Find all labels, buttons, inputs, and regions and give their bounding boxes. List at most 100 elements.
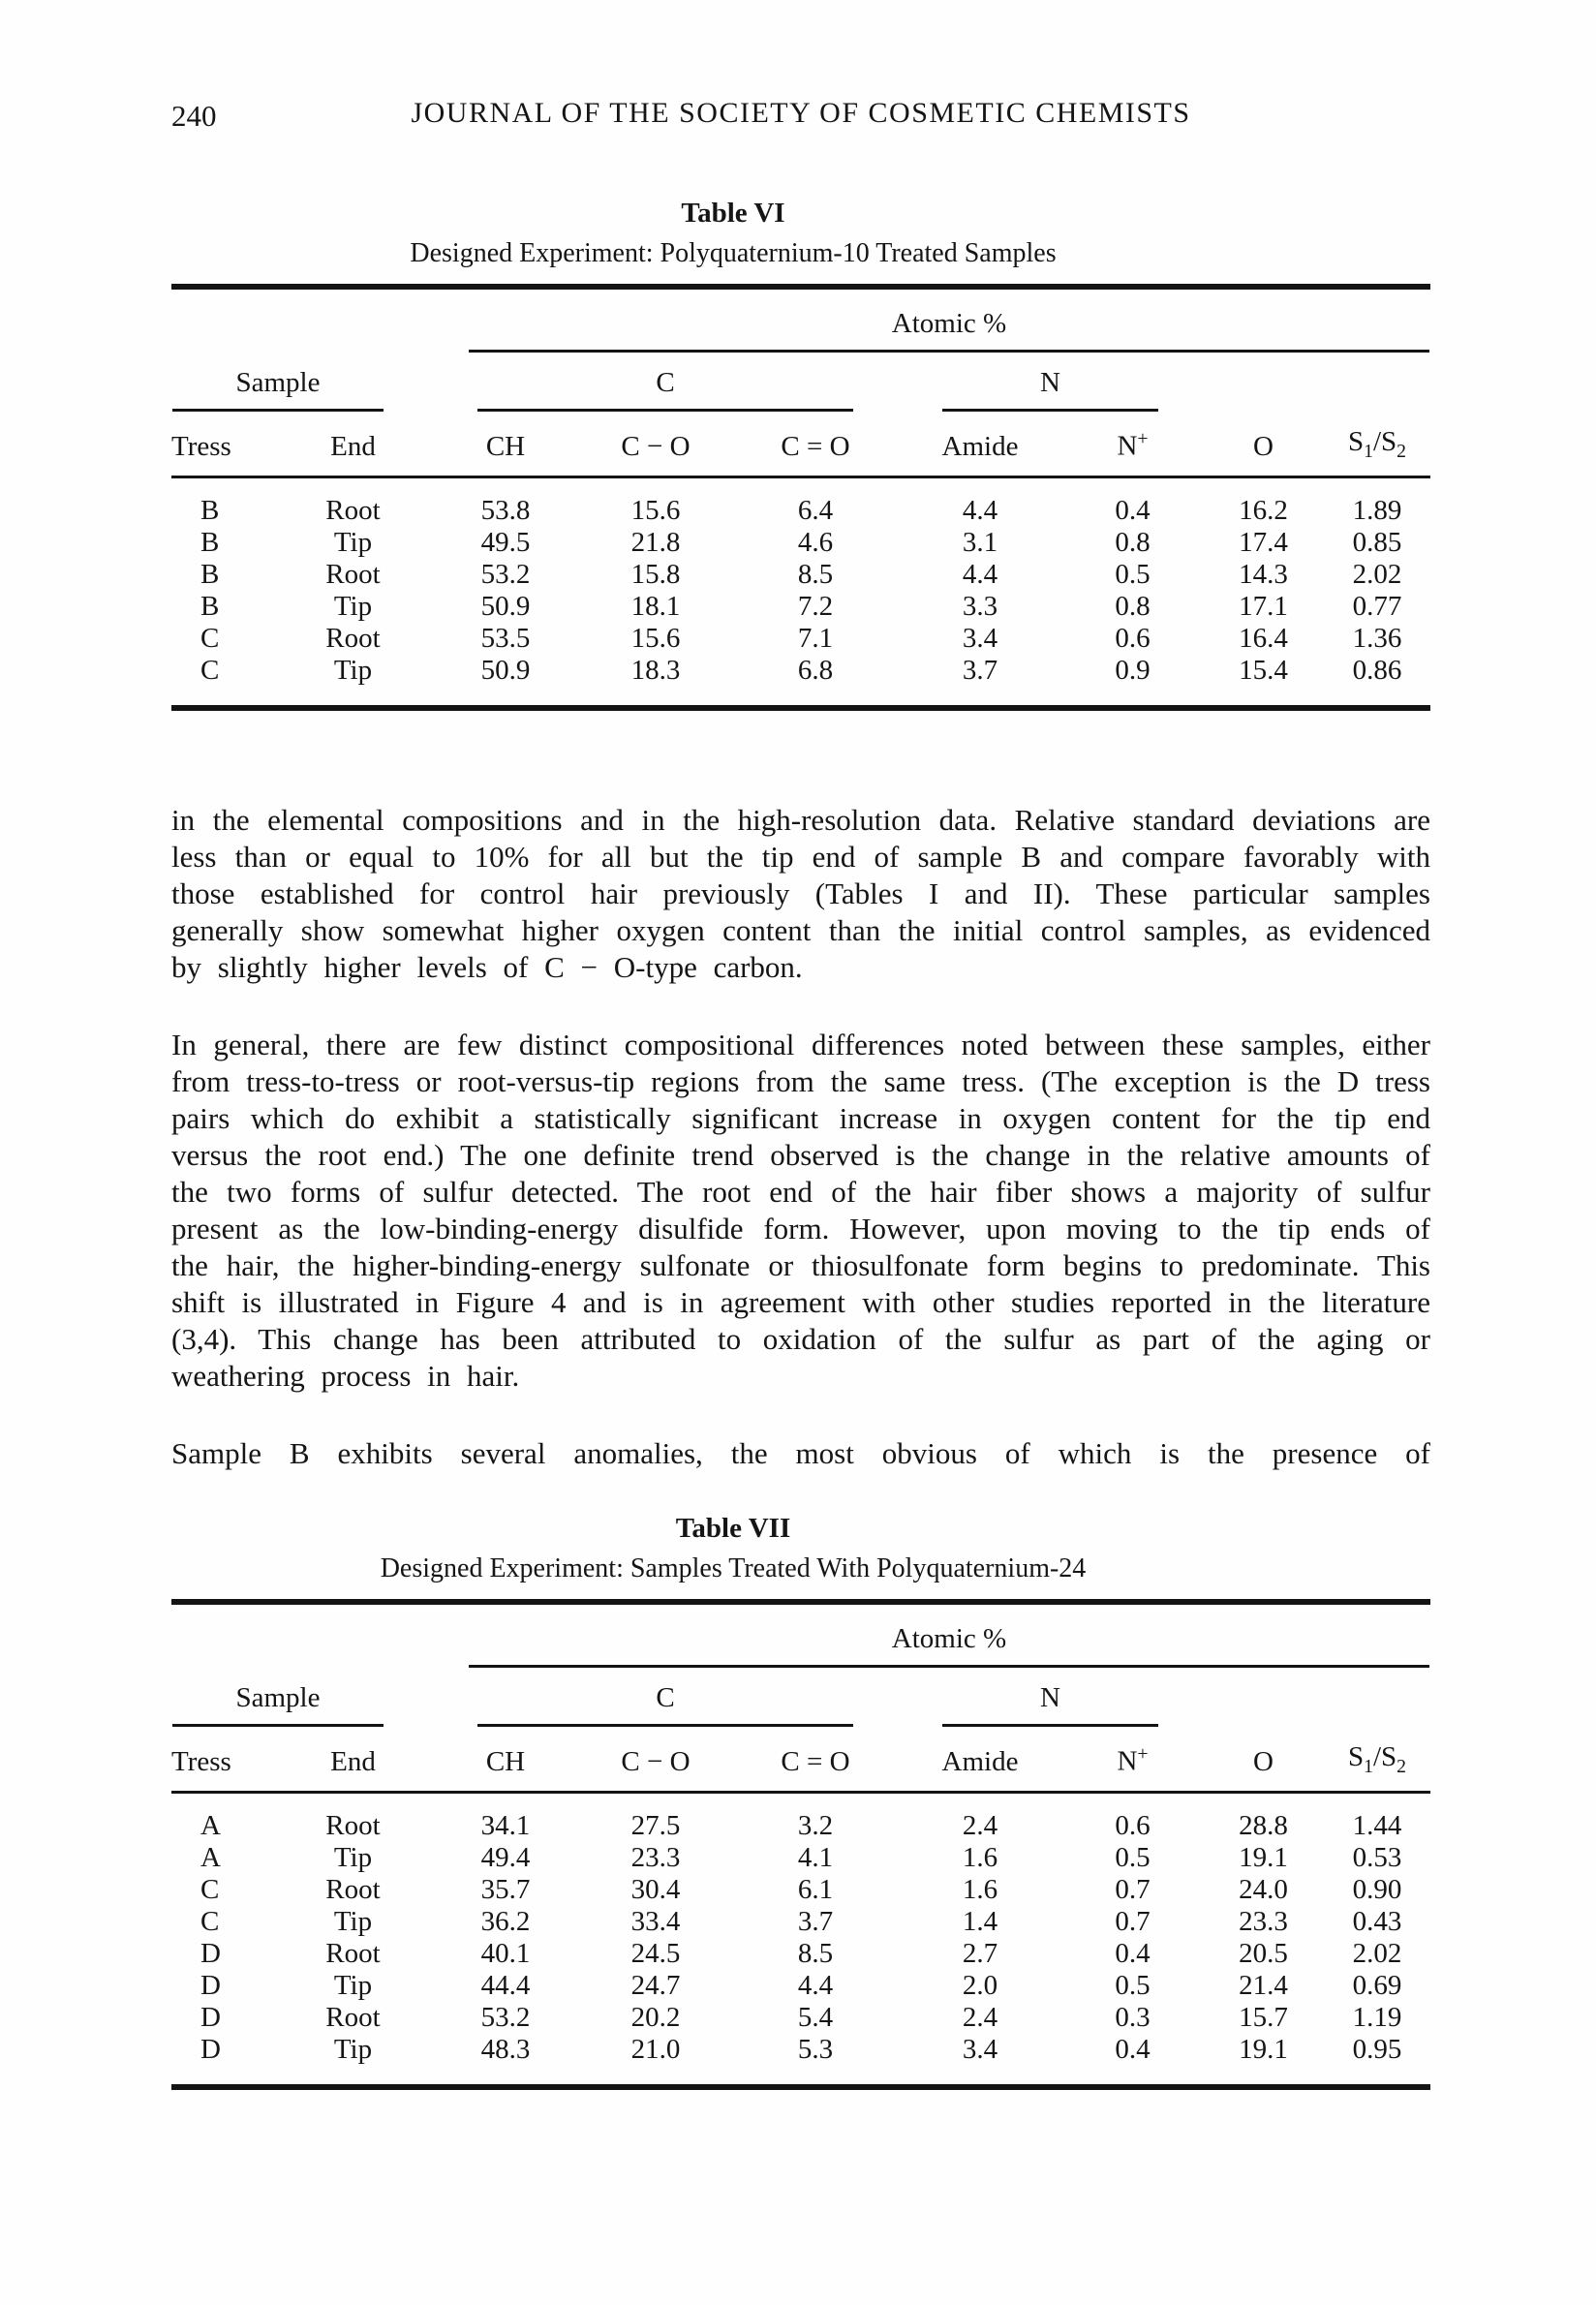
cell: 17.4: [1239, 526, 1288, 558]
table-vii-heading: Table VII Designed Experiment: Samples T…: [171, 1513, 1430, 1584]
group-sample: Sample: [172, 1670, 384, 1727]
col-ch: CH: [433, 413, 578, 478]
cell: 0.43: [1352, 1905, 1402, 1937]
cell: 5.4: [797, 2001, 834, 2033]
group-nitrogen: N: [942, 1670, 1158, 1727]
col-n-plus: N+: [1062, 1727, 1203, 1794]
cell: 15.6: [630, 494, 681, 526]
table-row: C Tip 36.2 33.4 3.7 1.4 0.7 23.3 0.43: [171, 1906, 1430, 1938]
cell: B: [200, 590, 220, 622]
table-vi-subtitle: Designed Experiment: Polyquaternium-10 T…: [410, 238, 1057, 268]
cell: 18.3: [630, 654, 681, 686]
col-end: End: [273, 1727, 433, 1794]
atomic-percent-label: Atomic %: [469, 291, 1429, 353]
cell: 21.0: [630, 2033, 681, 2065]
cell: 3.7: [797, 1905, 834, 1937]
table-vi: Atomic % Sample C N Tress End CH C − O C…: [171, 284, 1430, 711]
cell: 34.1: [480, 1809, 531, 1841]
group-sample: Sample: [172, 354, 384, 412]
cell: C: [200, 622, 220, 654]
cell: 8.5: [797, 1937, 834, 1969]
cell: 3.7: [962, 654, 998, 686]
cell: 0.85: [1352, 526, 1402, 558]
col-amide: Amide: [898, 413, 1062, 478]
cell: 0.8: [1115, 526, 1151, 558]
group-header-row: Sample C N: [171, 353, 1430, 413]
group-carbon: C: [477, 1670, 853, 1727]
cell: 19.1: [1239, 1841, 1288, 1873]
cell: 28.8: [1239, 1809, 1288, 1841]
paragraph: In general, there are few distinct compo…: [171, 1027, 1430, 1393]
cell: 24.7: [630, 1969, 681, 2001]
table-vii-subtitle: Designed Experiment: Samples Treated Wit…: [380, 1552, 1087, 1583]
cell: Tip: [333, 526, 373, 558]
group-header-row: Sample C N: [171, 1669, 1430, 1728]
table-row: D Root 53.2 20.2 5.4 2.4 0.3 15.7 1.19: [171, 2002, 1430, 2034]
cell: 0.53: [1352, 1841, 1402, 1873]
cell: Tip: [333, 1841, 373, 1873]
cell: 0.4: [1115, 494, 1151, 526]
cell: 0.6: [1115, 622, 1151, 654]
cell: Tip: [333, 2033, 373, 2065]
cell: 6.8: [797, 654, 834, 686]
cell: 6.4: [797, 494, 834, 526]
cell: 24.0: [1239, 1873, 1288, 1905]
table-row: A Tip 49.4 23.3 4.1 1.6 0.5 19.1 0.53: [171, 1842, 1430, 1874]
cell: 40.1: [480, 1937, 531, 1969]
cell: 7.1: [797, 622, 834, 654]
cell: 1.44: [1352, 1809, 1402, 1841]
cell: 30.4: [630, 1873, 681, 1905]
table-row: B Root 53.8 15.6 6.4 4.4 0.4 16.2 1.89: [171, 476, 1430, 527]
cell: 0.77: [1352, 590, 1402, 622]
cell: 21.4: [1239, 1969, 1288, 2001]
cell: 3.4: [962, 622, 998, 654]
col-o: O: [1203, 413, 1324, 478]
cell: 4.4: [962, 558, 998, 590]
cell: 0.95: [1352, 2033, 1402, 2065]
cell: 1.6: [962, 1841, 998, 1873]
cell: 0.4: [1115, 1937, 1151, 1969]
col-ch: CH: [433, 1727, 578, 1794]
cell: 1.36: [1352, 622, 1402, 654]
cell: 1.4: [962, 1905, 998, 1937]
paragraph: Sample B exhibits several anomalies, the…: [171, 1435, 1430, 1470]
cell: B: [200, 494, 220, 526]
table-row: C Root 53.5 15.6 7.1 3.4 0.6 16.4 1.36: [171, 623, 1430, 655]
cell: 18.1: [630, 590, 681, 622]
cell: 0.8: [1115, 590, 1151, 622]
cell: Root: [325, 2001, 381, 2033]
col-amide: Amide: [898, 1727, 1062, 1794]
cell: 0.86: [1352, 654, 1402, 686]
cell: 4.4: [797, 1969, 834, 2001]
cell: 53.5: [480, 622, 531, 654]
cell: Tip: [333, 590, 373, 622]
cell: 1.19: [1352, 2001, 1402, 2033]
table-row: D Tip 44.4 24.7 4.4 2.0 0.5 21.4 0.69: [171, 1970, 1430, 2002]
cell: 44.4: [480, 1969, 531, 2001]
cell: 20.5: [1239, 1937, 1288, 1969]
running-head: 240 JOURNAL OF THE SOCIETY OF COSMETIC C…: [171, 97, 1430, 138]
table-vii: Atomic % Sample C N Tress End CH C − O C…: [171, 1598, 1430, 2090]
cell: 33.4: [630, 1905, 681, 1937]
cell: 5.3: [797, 2033, 834, 2065]
cell: 0.6: [1115, 1809, 1151, 1841]
table-vii-title: Table VII: [675, 1512, 791, 1544]
col-c-o: C − O: [578, 1727, 733, 1794]
cell: 48.3: [480, 2033, 531, 2065]
cell: C: [200, 1873, 220, 1905]
table-row: B Tip 50.9 18.1 7.2 3.3 0.8 17.1 0.77: [171, 591, 1430, 623]
table-row: B Tip 49.5 21.8 4.6 3.1 0.8 17.4 0.85: [171, 527, 1430, 559]
cell: 3.2: [797, 1809, 834, 1841]
col-s1-s2: S1/S2: [1324, 1727, 1430, 1794]
page-number: 240: [171, 99, 217, 133]
cell: 16.4: [1239, 622, 1288, 654]
column-header-row: Tress End CH C − O C = O Amide N+ O S1/S…: [171, 1727, 1430, 1794]
cell: 0.9: [1115, 654, 1151, 686]
table-row: C Tip 50.9 18.3 6.8 3.7 0.9 15.4 0.86: [171, 655, 1430, 708]
cell: Root: [325, 1809, 381, 1841]
cell: 17.1: [1239, 590, 1288, 622]
col-tress: Tress: [171, 413, 273, 478]
cell: 3.3: [962, 590, 998, 622]
cell: 3.1: [962, 526, 998, 558]
cell: D: [200, 2001, 221, 2033]
